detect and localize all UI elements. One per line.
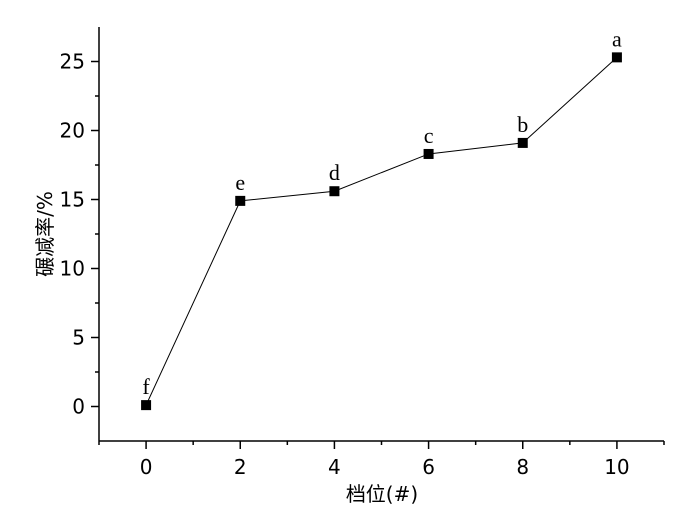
y-tick-label: 25 (60, 50, 85, 74)
data-point (423, 148, 434, 159)
point-label: d (329, 160, 340, 185)
y-tick-label: 5 (72, 326, 85, 350)
point-label: a (612, 26, 622, 51)
x-tick-label: 8 (516, 455, 529, 479)
data-point (141, 400, 152, 411)
y-tick-label: 15 (60, 188, 85, 212)
point-label: c (424, 123, 434, 148)
y-tick-label: 10 (60, 257, 85, 281)
point-label: f (142, 374, 150, 399)
y-axis-title: 碾减率/% (33, 191, 57, 277)
series-line (145, 56, 618, 406)
x-tick-label: 6 (422, 455, 435, 479)
data-point (517, 137, 528, 148)
x-ticks: 0 2 4 6 8 10 (98, 441, 665, 479)
data-point (611, 52, 622, 63)
x-tick-label: 0 (140, 455, 153, 479)
y-ticks: 0 5 10 15 20 25 (60, 50, 99, 419)
x-tick-label: 4 (328, 455, 341, 479)
x-tick-label: 2 (234, 455, 247, 479)
point-label: e (235, 170, 245, 195)
point-label: b (517, 112, 528, 137)
y-tick-label: 0 (72, 395, 85, 419)
y-tick-label: 20 (60, 119, 85, 143)
x-tick-label: 10 (604, 455, 629, 479)
plot-area (98, 27, 664, 442)
data-point (329, 186, 340, 197)
data-point (235, 195, 246, 206)
x-axis-title: 档位(#) (346, 482, 418, 506)
series-group: f e d c b a (141, 26, 622, 411)
